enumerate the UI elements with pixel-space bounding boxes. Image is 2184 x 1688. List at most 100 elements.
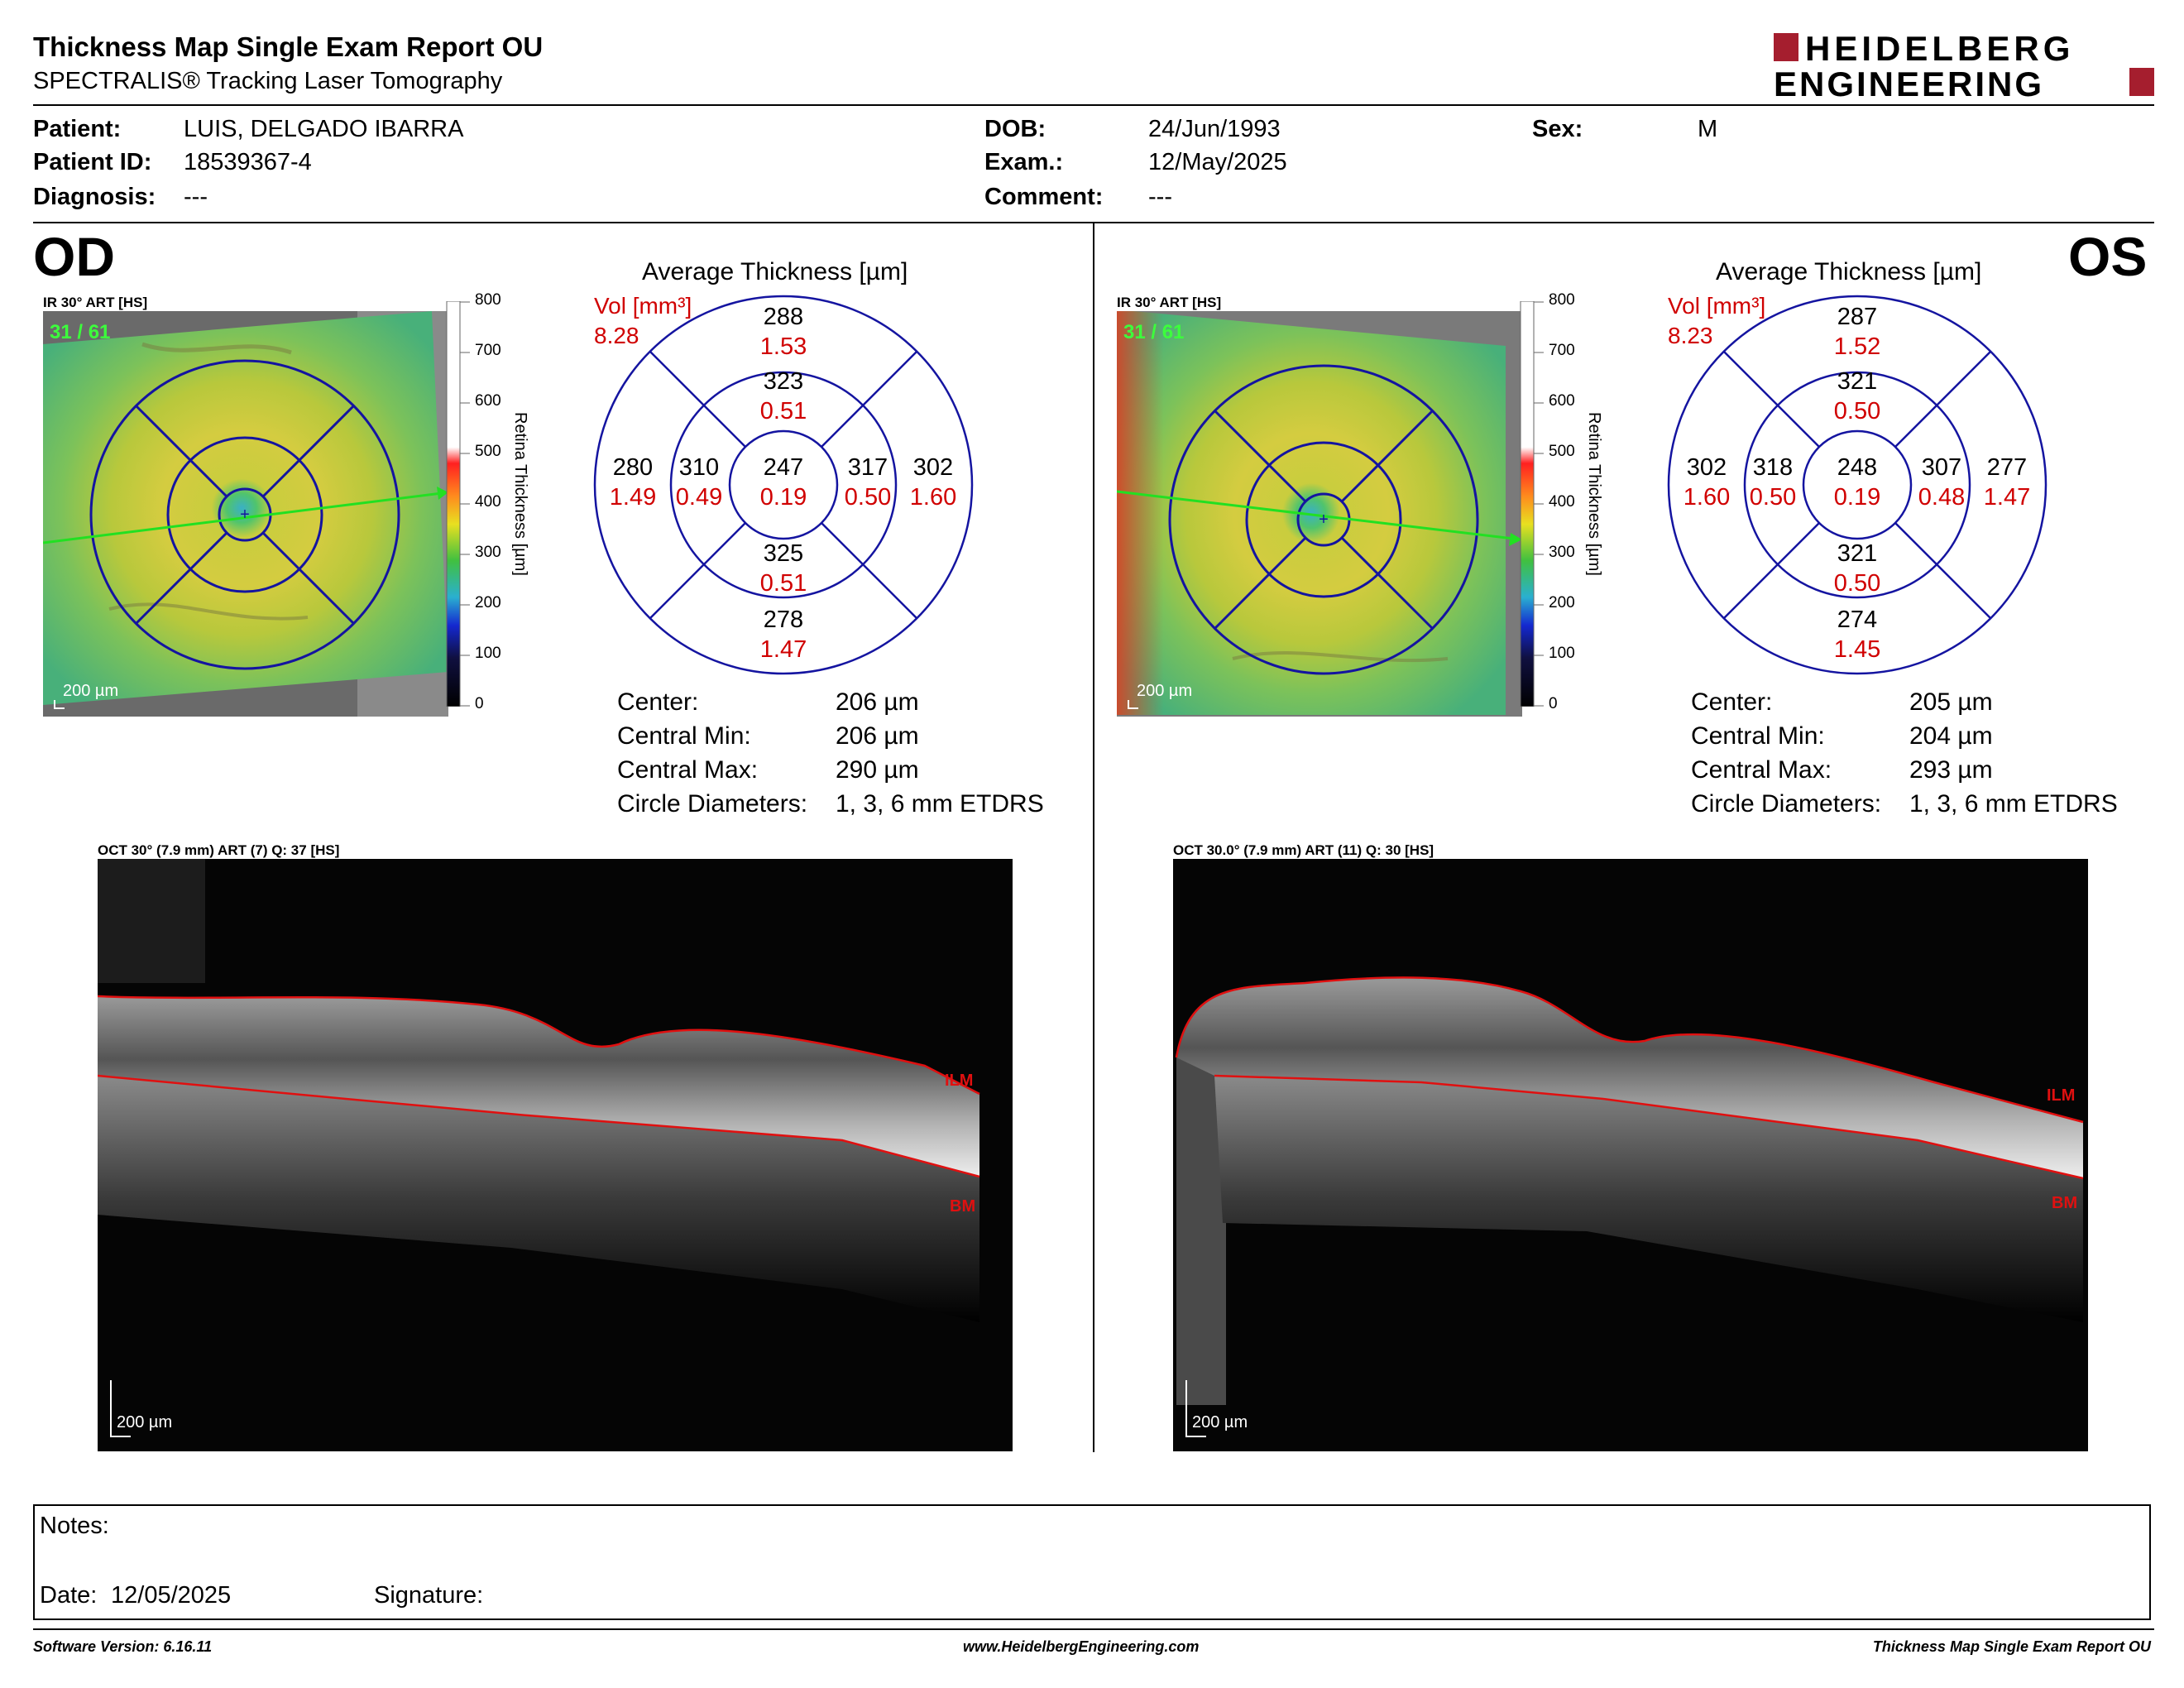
os-etdrs-grid: 287 1.52 321 0.50 302 1.60 318 0.50 248 … — [1667, 295, 2048, 675]
os-cb-tick-0: 0 — [1549, 695, 1558, 712]
os-center-value: 205 µm — [1909, 688, 1993, 716]
svg-text:ILM: ILM — [2047, 1086, 2075, 1105]
od-max-value: 290 µm — [836, 756, 919, 784]
svg-text:BM: BM — [950, 1197, 975, 1216]
os-avg-title: Average Thickness [µm] — [1716, 258, 1982, 285]
footer-divider — [33, 1628, 2154, 1630]
od-colorbar — [446, 301, 470, 707]
os-circ-label: Circle Diameters: — [1691, 790, 1882, 818]
eye-divider — [1093, 223, 1094, 1452]
patient-label: Patient: — [33, 116, 122, 142]
os-cb-tick-600: 600 — [1549, 392, 1575, 410]
od-outer-inf-thk: 278 — [764, 607, 803, 633]
os-inner-temp-vol: 0.50 — [1750, 484, 1796, 511]
sex-value: M — [1698, 116, 1718, 142]
svg-text:HEIDELBERG: HEIDELBERG — [1805, 30, 2074, 68]
od-circ-value: 1, 3, 6 mm ETDRS — [836, 790, 1044, 818]
od-outer-sup-vol: 1.53 — [760, 333, 807, 360]
date-label: Date: — [40, 1582, 98, 1609]
os-max-label: Central Max: — [1691, 756, 1832, 784]
od-avg-title: Average Thickness [µm] — [642, 258, 908, 285]
od-etdrs-grid: 288 1.53 323 0.51 280 1.49 310 0.49 247 … — [593, 295, 974, 675]
od-inner-temp-thk: 310 — [679, 454, 719, 481]
od-outer-sup-thk: 288 — [764, 304, 803, 330]
diagnosis-value: --- — [184, 184, 208, 210]
od-cb-tick-100: 100 — [475, 645, 501, 662]
od-inner-inf-vol: 0.51 — [760, 570, 807, 597]
od-inner-temp-vol: 0.49 — [676, 484, 722, 511]
website-link[interactable]: www.HeidelbergEngineering.com — [963, 1638, 1200, 1655]
os-oct-title: OCT 30.0° (7.9 mm) ART (11) Q: 30 [HS] — [1173, 842, 1434, 858]
os-outer-temp-vol: 1.60 — [1684, 484, 1730, 511]
comment-label: Comment: — [984, 184, 1104, 210]
od-inner-sup-vol: 0.51 — [760, 398, 807, 424]
os-cb-tick-800: 800 — [1549, 291, 1575, 309]
os-oct-scale: 200 µm — [1192, 1413, 1248, 1431]
os-vol-value: 8.23 — [1668, 323, 1713, 348]
os-cb-tick-200: 200 — [1549, 594, 1575, 611]
dob-value: 24/Jun/1993 — [1148, 116, 1281, 142]
os-circ-value: 1, 3, 6 mm ETDRS — [1909, 790, 2118, 818]
od-min-label: Central Min: — [617, 722, 751, 750]
os-outer-inf-thk: 274 — [1837, 607, 1877, 633]
od-outer-temp-thk: 280 — [613, 454, 653, 481]
os-oct-bscan: ILM BM — [1173, 859, 2088, 1451]
svg-text:ILM: ILM — [945, 1072, 973, 1090]
patient-id-label: Patient ID: — [33, 149, 152, 175]
os-max-value: 293 µm — [1909, 756, 1993, 784]
os-inner-nas-vol: 0.48 — [1918, 484, 1965, 511]
svg-text:BM: BM — [2052, 1194, 2077, 1212]
os-eye-label: OS — [2068, 226, 2148, 287]
os-center-vol: 0.19 — [1834, 484, 1880, 511]
os-cb-tick-700: 700 — [1549, 342, 1575, 359]
os-ir-title: IR 30° ART [HS] — [1117, 295, 1222, 310]
od-ir-scale: 200 µm — [63, 682, 119, 700]
od-outer-temp-vol: 1.49 — [610, 484, 656, 511]
od-ir-counter: 31 / 61 — [50, 321, 111, 343]
dob-label: DOB: — [984, 116, 1046, 142]
od-ir-title: IR 30° ART [HS] — [43, 295, 148, 310]
os-ir-counter: 31 / 61 — [1123, 321, 1185, 343]
od-oct-title: OCT 30° (7.9 mm) ART (7) Q: 37 [HS] — [98, 842, 340, 858]
od-vol-label: Vol [mm³] — [594, 293, 692, 319]
od-inner-inf-thk: 325 — [764, 540, 803, 567]
os-outer-inf-vol: 1.45 — [1834, 636, 1880, 663]
od-min-value: 206 µm — [836, 722, 919, 750]
header-divider — [33, 104, 2154, 106]
od-center-vol: 0.19 — [760, 484, 807, 511]
od-eye-label: OD — [33, 226, 115, 287]
os-inner-sup-thk: 321 — [1837, 368, 1877, 395]
os-ir-scale: 200 µm — [1137, 682, 1193, 700]
os-inner-nas-thk: 307 — [1922, 454, 1961, 481]
os-cb-tick-300: 300 — [1549, 544, 1575, 561]
diagnosis-label: Diagnosis: — [33, 184, 156, 210]
os-vol-label: Vol [mm³] — [1668, 293, 1766, 319]
os-cb-tick-100: 100 — [1549, 645, 1575, 662]
comment-value: --- — [1148, 184, 1172, 210]
patient-divider — [33, 222, 2154, 223]
od-outer-nas-vol: 1.60 — [910, 484, 956, 511]
od-center-value: 206 µm — [836, 688, 919, 716]
os-outer-nas-vol: 1.47 — [1984, 484, 2030, 511]
patient-value: LUIS, DELGADO IBARRA — [184, 116, 464, 142]
od-inner-nas-vol: 0.50 — [845, 484, 891, 511]
os-colorbar — [1520, 301, 1544, 707]
os-outer-temp-thk: 302 — [1687, 454, 1727, 481]
notes-box[interactable] — [33, 1504, 2151, 1620]
od-cb-tick-300: 300 — [475, 544, 501, 561]
os-cb-tick-500: 500 — [1549, 443, 1575, 460]
od-cb-tick-0: 0 — [475, 695, 484, 712]
os-inner-inf-thk: 321 — [1837, 540, 1877, 567]
svg-text:+: + — [240, 506, 250, 524]
od-inner-sup-thk: 323 — [764, 368, 803, 395]
footer-report-title: Thickness Map Single Exam Report OU — [1872, 1638, 2151, 1655]
os-center-label: Center: — [1691, 688, 1773, 716]
od-cb-title: Retina Thickness [µm] — [511, 412, 529, 576]
exam-label: Exam.: — [984, 149, 1064, 175]
od-inner-nas-thk: 317 — [848, 454, 888, 481]
os-inner-sup-vol: 0.50 — [1834, 398, 1880, 424]
os-cb-tick-400: 400 — [1549, 493, 1575, 511]
os-outer-nas-thk: 277 — [1987, 454, 2027, 481]
sex-label: Sex: — [1532, 116, 1583, 142]
heidelberg-logo: HEIDELBERG ENGINEERING — [1774, 30, 2154, 101]
